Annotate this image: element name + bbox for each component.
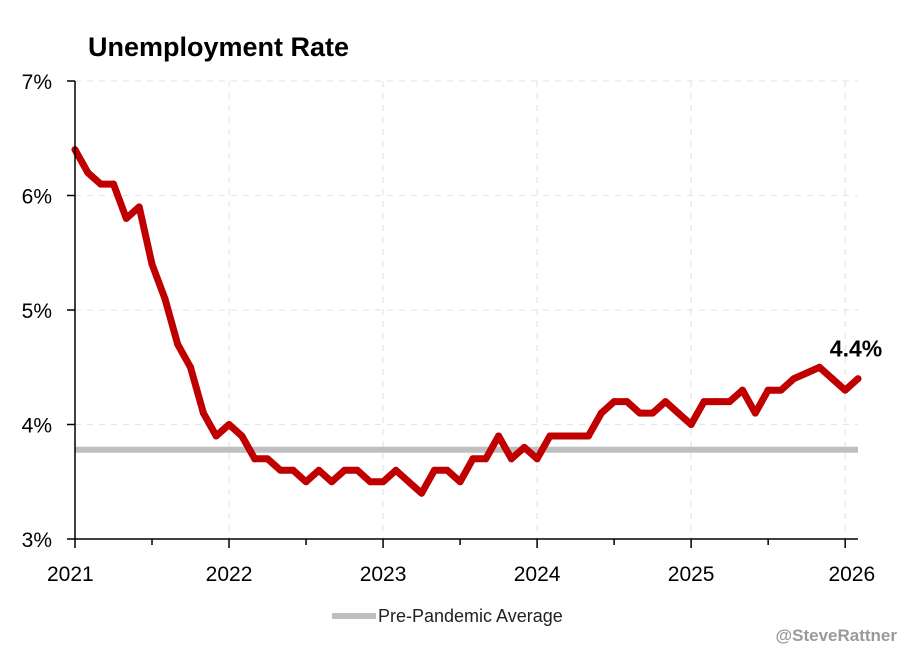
data-point-16 (276, 466, 284, 474)
data-point-11 (212, 432, 220, 440)
data-point-42 (610, 398, 618, 406)
legend-label: Pre-Pandemic Average (378, 606, 563, 626)
data-point-3 (110, 180, 118, 188)
y-tick-label: 4% (22, 415, 52, 438)
data-point-58 (815, 363, 823, 371)
data-point-56 (790, 375, 798, 383)
data-point-39 (572, 432, 580, 440)
y-tick-label: 3% (22, 529, 52, 552)
data-point-28 (430, 466, 438, 474)
axes (67, 80, 858, 548)
data-point-41 (597, 409, 605, 417)
data-point-6 (148, 260, 156, 268)
data-point-14 (251, 455, 259, 463)
data-point-21 (341, 466, 349, 474)
x-tick-label: 2024 (514, 563, 561, 586)
data-point-15 (264, 455, 272, 463)
y-tick-label: 6% (22, 186, 52, 209)
data-point-32 (482, 455, 490, 463)
data-point-49 (700, 398, 708, 406)
data-point-57 (803, 369, 811, 377)
data-point-40 (584, 432, 592, 440)
data-point-37 (546, 432, 554, 440)
data-point-26 (405, 478, 413, 486)
x-tick-label: 2021 (47, 563, 94, 586)
grid-lines (75, 80, 858, 539)
data-point-46 (661, 398, 669, 406)
data-point-33 (495, 432, 503, 440)
data-point-48 (687, 421, 695, 428)
data-point-43 (623, 398, 631, 406)
data-point-54 (764, 386, 772, 394)
data-point-34 (507, 455, 515, 463)
data-point-13 (238, 432, 246, 440)
data-point-8 (174, 340, 182, 348)
data-point-23 (366, 478, 374, 486)
data-point-20 (328, 478, 336, 486)
data-point-5 (135, 203, 143, 211)
y-tick-labels: 3% 4% 5% 6% 7% (22, 71, 52, 552)
data-point-59 (828, 375, 836, 383)
series-line-unemployment (71, 146, 862, 497)
data-point-44 (636, 409, 644, 417)
data-point-31 (469, 455, 477, 463)
data-point-2 (97, 180, 105, 188)
data-point-17 (289, 466, 297, 474)
y-tick-label: 5% (22, 300, 52, 323)
data-point-18 (302, 478, 310, 486)
data-point-45 (649, 409, 657, 417)
data-point-22 (353, 466, 361, 474)
data-point-19 (315, 466, 323, 474)
data-point-7 (161, 295, 169, 303)
data-point-4 (122, 214, 130, 222)
data-point-53 (751, 409, 759, 417)
data-point-52 (738, 386, 746, 394)
x-tick-label: 2025 (668, 563, 715, 586)
data-point-30 (456, 478, 464, 486)
data-point-55 (777, 386, 785, 394)
x-tick-label: 2023 (360, 563, 407, 586)
credit-label: @SteveRattner (776, 626, 898, 645)
chart-title: Unemployment Rate (88, 32, 349, 62)
data-point-61 (854, 375, 862, 383)
data-point-29 (443, 466, 451, 474)
data-point-35 (520, 443, 528, 451)
x-tick-label: 2026 (828, 563, 875, 586)
data-point-60 (841, 386, 849, 394)
x-tick-label: 2022 (206, 563, 253, 586)
data-point-51 (726, 398, 734, 406)
y-tick-label: 7% (22, 71, 52, 94)
data-point-12 (225, 421, 233, 428)
data-point-25 (392, 466, 400, 474)
data-point-10 (199, 409, 207, 417)
data-point-47 (674, 409, 682, 417)
data-point-1 (84, 169, 92, 177)
data-point-24 (379, 478, 387, 486)
data-point-50 (713, 398, 721, 406)
x-tick-labels: 2021 2022 2023 2024 2025 2026 (47, 563, 875, 586)
data-point-36 (533, 455, 541, 463)
data-point-27 (418, 489, 426, 497)
data-point-9 (187, 363, 195, 371)
end-value-label: 4.4% (830, 336, 882, 362)
data-points (71, 146, 862, 497)
data-point-38 (559, 432, 567, 440)
